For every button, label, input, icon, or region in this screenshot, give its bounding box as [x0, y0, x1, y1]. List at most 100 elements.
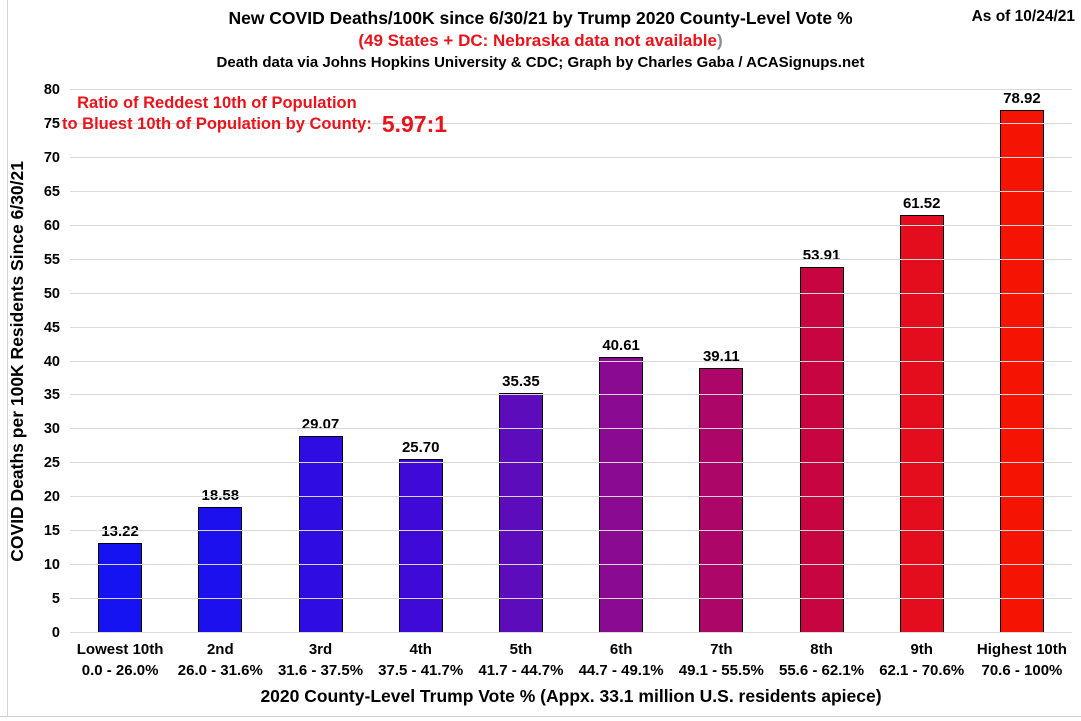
- gridline: [70, 292, 1072, 294]
- ratio-line-2: to Bluest 10th of Population by County:: [62, 115, 372, 133]
- bar-slot: 29.07: [270, 90, 370, 633]
- bar-slot: 61.52: [872, 90, 972, 633]
- gridline: [70, 462, 1072, 464]
- window-left-edge: [7, 0, 8, 717]
- y-tick-label: 70: [43, 149, 60, 166]
- x-category-label: 3rd 31.6 - 37.5%: [270, 639, 370, 681]
- gridline: [70, 156, 1072, 158]
- ratio-line-1: Ratio of Reddest 10th of Population: [77, 94, 357, 112]
- y-tick-label: 55: [43, 251, 60, 268]
- bar-slot: 18.58: [170, 90, 270, 633]
- as-of-date: As of 10/24/21: [971, 8, 1075, 25]
- gridline: [70, 258, 1072, 260]
- x-category-tier: 6th: [609, 641, 633, 658]
- ratio-annotation: Ratio of Reddest 10th of Population to B…: [62, 93, 448, 137]
- x-category-range: 62.1 - 70.6%: [879, 662, 965, 679]
- x-category-label: 6th 44.7 - 49.1%: [571, 639, 671, 681]
- x-category-range: 37.5 - 41.7%: [378, 662, 464, 679]
- x-category-tier: Lowest 10th: [76, 641, 164, 658]
- chart-subtitle: (49 States + DC: Nebraska data not avail…: [0, 31, 1081, 51]
- bar-slot: 39.11: [671, 90, 771, 633]
- x-category-range: 49.1 - 55.5%: [678, 662, 764, 679]
- y-tick-label: 15: [43, 523, 60, 540]
- bar-slot: 78.92: [972, 90, 1072, 633]
- bar-value-label: 78.92: [1003, 90, 1041, 107]
- bar: [398, 458, 443, 633]
- bar-value-label: 35.35: [502, 373, 540, 391]
- bar-value-label: 25.70: [401, 438, 440, 456]
- x-category-range: 44.7 - 49.1%: [578, 662, 664, 679]
- bar: [599, 357, 644, 633]
- x-category-label: 8th 55.6 - 62.1%: [771, 639, 871, 681]
- ratio-value: 5.97:1: [381, 111, 448, 137]
- y-tick-label: 65: [43, 183, 60, 200]
- y-tick-label: 25: [43, 455, 60, 472]
- y-tick-label: 60: [43, 217, 60, 234]
- bar: [298, 435, 343, 633]
- window-bottom-edge: [0, 716, 1081, 717]
- chart-title: New COVID Deaths/100K since 6/30/21 by T…: [228, 8, 853, 28]
- bar-value-label: 29.07: [301, 415, 340, 433]
- y-tick-label: 45: [43, 319, 60, 336]
- y-tick-label: 30: [43, 421, 60, 438]
- bar: [498, 393, 543, 633]
- bar-slot: 13.22: [70, 90, 170, 633]
- x-category-tier: 7th: [710, 641, 733, 658]
- bar: [799, 267, 844, 633]
- x-category-range: 41.7 - 44.7%: [478, 662, 564, 679]
- gridline: [70, 530, 1072, 532]
- x-category-range: 0.0 - 26.0%: [81, 662, 159, 679]
- gridline: [70, 632, 1072, 633]
- y-tick-label: 50: [43, 285, 60, 302]
- x-category-label: 5th 41.7 - 44.7%: [471, 639, 571, 681]
- y-tick-label: 5: [51, 591, 60, 608]
- x-category-tier: 9th: [910, 641, 933, 658]
- x-category-tier: 2nd: [206, 641, 234, 658]
- bar-value-label: 13.22: [101, 523, 139, 541]
- gridline: [70, 428, 1072, 430]
- y-tick-label: 80: [43, 82, 60, 98]
- credit-line: Death data via Johns Hopkins University …: [216, 54, 865, 71]
- x-axis-labels: Lowest 10th 0.0 - 26.0% 2nd 26.0 - 31.6% 3rd…: [70, 639, 1072, 681]
- y-tick-label: 75: [43, 115, 60, 132]
- bar: [98, 543, 143, 633]
- x-category-label: 9th 62.1 - 70.6%: [872, 639, 972, 681]
- x-category-tier: 3rd: [308, 641, 333, 658]
- x-category-label: 4th 37.5 - 41.7%: [371, 639, 471, 681]
- x-category-range: 55.6 - 62.1%: [778, 662, 865, 679]
- gridline: [70, 598, 1072, 600]
- gridline: [70, 326, 1072, 328]
- bar-slot: 40.61: [571, 90, 671, 633]
- gridline: [70, 122, 1072, 124]
- y-tick-label: 20: [43, 489, 60, 506]
- gridline: [70, 89, 1072, 90]
- x-category-label: Highest 10th 70.6 - 100%: [972, 639, 1072, 681]
- x-category-tier: 8th: [810, 641, 833, 658]
- gridline: [70, 224, 1072, 226]
- ratio-annotation-text: Ratio of Reddest 10th of Population to B…: [62, 93, 372, 135]
- gridline: [70, 394, 1072, 396]
- y-tick-label: 0: [51, 625, 60, 641]
- gridline: [70, 564, 1072, 566]
- bar-slot: 25.70: [371, 90, 471, 633]
- bar: [999, 110, 1044, 633]
- y-tick-label: 10: [43, 557, 60, 574]
- bar-slot: 35.35: [471, 90, 571, 633]
- bar: [699, 367, 744, 633]
- bar-slot: 53.91: [771, 90, 871, 633]
- gridline: [70, 496, 1072, 498]
- plot-area: 13.22 18.58 29.07 25.70 35.35 40.61 39.11 53.91…: [70, 89, 1072, 633]
- x-category-range: 31.6 - 37.5%: [277, 662, 364, 679]
- x-category-label: 7th 49.1 - 55.5%: [671, 639, 771, 681]
- subtitle-red-text: (49 States + DC: Nebraska data not avail…: [358, 31, 717, 50]
- y-tick-label: 40: [43, 353, 60, 370]
- bar-value-label: 40.61: [602, 337, 640, 355]
- x-category-tier: 5th: [509, 641, 533, 658]
- x-category-label: 2nd 26.0 - 31.6%: [170, 639, 270, 681]
- y-tick-label: 35: [43, 387, 60, 404]
- bar-value-label: 61.52: [902, 195, 941, 213]
- subtitle-close-paren: ): [716, 31, 723, 50]
- x-category-tier: Highest 10th: [976, 641, 1067, 658]
- x-category-range: 26.0 - 31.6%: [177, 662, 263, 679]
